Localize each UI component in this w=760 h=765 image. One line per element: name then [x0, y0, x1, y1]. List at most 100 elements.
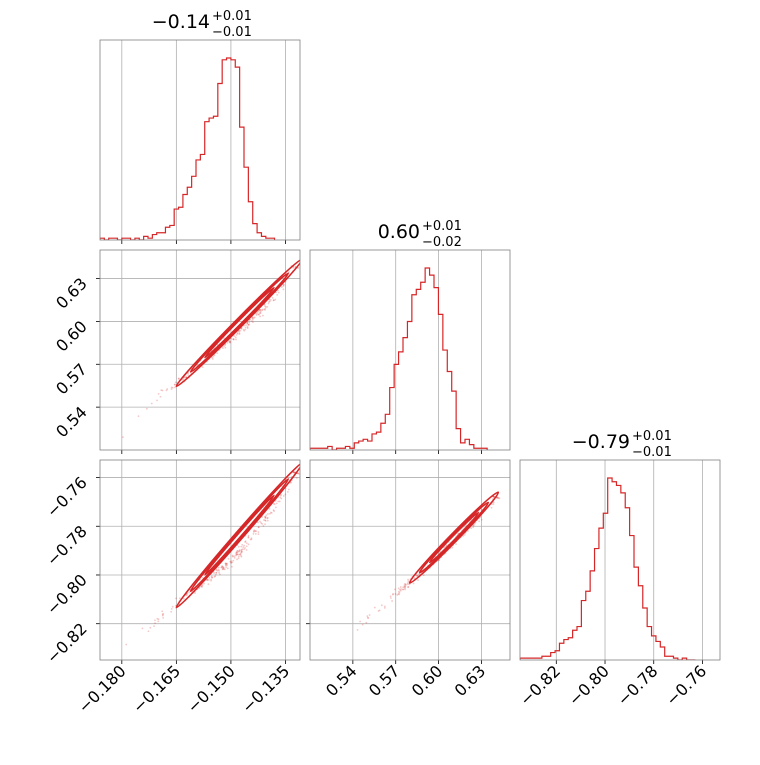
scatter-point [182, 378, 185, 381]
scatter-point [161, 613, 164, 616]
scatter-point [238, 333, 241, 335]
scatter-point [264, 307, 267, 310]
scatter-point [239, 553, 242, 555]
scatter-point [356, 629, 359, 631]
scatter-point [223, 568, 226, 571]
scatter-point [262, 525, 265, 527]
scatter-point [211, 358, 214, 360]
scatter-point [498, 497, 501, 500]
scatter-point [246, 322, 249, 325]
scatter-point [182, 597, 185, 600]
scatter-point [231, 555, 234, 558]
density-contour [189, 272, 290, 373]
scatter-point [237, 550, 239, 552]
scatter-point [496, 496, 499, 499]
scatter-point [288, 271, 290, 273]
scatter-point [160, 389, 163, 392]
scatter-point [200, 585, 203, 588]
scatter-point [201, 366, 204, 369]
panel-title-plus: +0.01 [632, 429, 672, 444]
scatter-point [253, 316, 256, 319]
scatter-point [231, 561, 234, 564]
panel-pair-3-1: −0.180 −0.165 −0.150 −0.135 −0.82−0.80−0.78−… [43, 459, 301, 717]
scatter-point [478, 520, 481, 523]
scatter-point [259, 520, 261, 523]
panel-title-value: −0.14 [152, 11, 210, 33]
scatter-point [212, 355, 215, 358]
scatter-point [161, 389, 164, 392]
x-tick-label: 0.60 [408, 661, 447, 700]
scatter-point [398, 593, 401, 596]
panel-title-minus: −0.01 [212, 25, 252, 40]
scatter-point [282, 283, 285, 286]
scatter-point [287, 488, 290, 491]
scatter-point [264, 309, 266, 311]
x-tick-label: −0.165 [129, 661, 184, 716]
scatter-point [231, 554, 234, 557]
panel-title-minus: −0.02 [422, 235, 462, 250]
scatter-point [236, 551, 239, 554]
scatter-point [221, 566, 224, 568]
scatter-point [215, 571, 218, 574]
scatter-point [282, 495, 285, 497]
scatter-point [290, 481, 293, 484]
scatter-point [368, 614, 371, 616]
scatter-point [232, 338, 235, 341]
scatter-point [246, 327, 249, 329]
scatter-point [150, 402, 153, 405]
scatter-point [252, 533, 255, 535]
scatter-point [408, 583, 411, 586]
scatter-point [251, 317, 254, 320]
scatter-point [257, 521, 259, 524]
scatter-point [247, 543, 250, 546]
scatter-point [261, 309, 264, 312]
panel-diag-1: −0.14 +0.01−0.01 [99, 9, 301, 244]
scatter-point [470, 527, 473, 530]
scatter-point [247, 323, 249, 326]
scatter-point [223, 345, 226, 348]
scatter-point [226, 562, 228, 565]
scatter-point [405, 583, 407, 586]
scatter-point [384, 605, 386, 608]
scatter-point [215, 569, 218, 572]
scatter-point [399, 586, 402, 588]
scatter-point [215, 571, 218, 574]
scatter-point [264, 523, 266, 526]
scatter-point [162, 612, 165, 615]
scatter-point [366, 616, 369, 619]
scatter-point [257, 526, 260, 529]
scatter-point [243, 548, 245, 551]
scatter-point [297, 472, 299, 475]
scatter-point [174, 383, 176, 386]
scatter-point [250, 537, 253, 540]
scatter-point [264, 519, 267, 522]
x-tick-label: −0.180 [74, 661, 129, 716]
scatter-point [239, 554, 242, 557]
scatter-point [174, 386, 176, 389]
scatter-point [161, 614, 164, 617]
scatter-point [240, 545, 243, 548]
scatter-point [221, 568, 224, 571]
scatter-point [359, 620, 361, 623]
panel-frame [309, 459, 511, 661]
scatter-point [266, 305, 269, 308]
scatter-point [277, 291, 280, 294]
scatter-point [404, 585, 407, 588]
scatter-point [157, 618, 160, 621]
scatter-point [402, 586, 405, 588]
scatter-point [156, 617, 159, 620]
scatter-point [210, 578, 212, 581]
scatter-point [247, 536, 250, 539]
scatter-point [480, 518, 483, 521]
scatter-point [222, 567, 225, 570]
scatter-point [229, 340, 231, 343]
scatter-point [249, 538, 252, 541]
scatter-point [240, 551, 242, 554]
scatter-point [157, 620, 160, 623]
scatter-point [252, 321, 254, 324]
scatter-point [279, 496, 282, 499]
scatter-point [404, 585, 406, 588]
scatter-point [218, 571, 220, 574]
scatter-point [268, 507, 271, 510]
scatter-point [226, 567, 229, 570]
